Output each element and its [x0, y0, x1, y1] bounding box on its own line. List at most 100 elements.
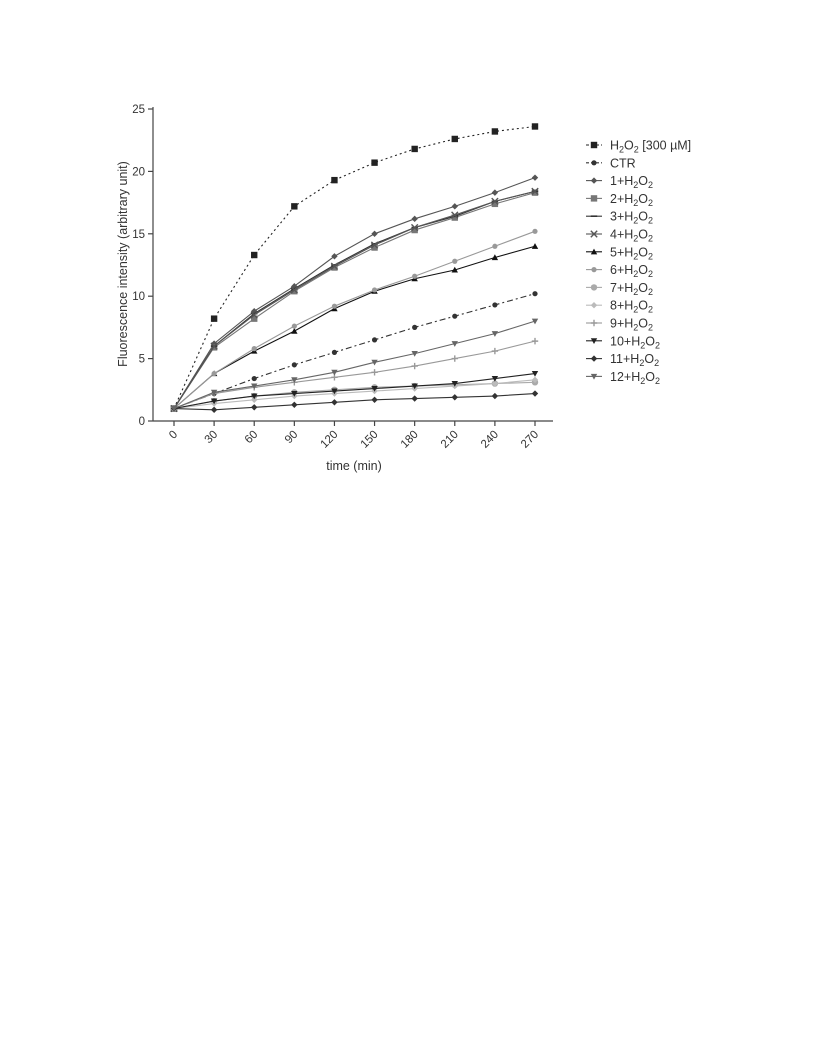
y-tick-label: 5	[139, 354, 145, 366]
data-point	[331, 369, 338, 376]
x-tick-label: 150	[359, 429, 381, 451]
data-point	[451, 341, 458, 347]
data-point	[291, 377, 298, 384]
data-point	[331, 349, 338, 355]
series-2	[170, 174, 539, 412]
data-point	[532, 291, 538, 297]
legend-item: 12+H2O2	[586, 370, 660, 386]
x-tick-label: 90	[283, 429, 301, 447]
series-9	[170, 376, 539, 412]
legend-label: 2+H2O2	[610, 192, 653, 208]
data-point	[371, 230, 378, 237]
data-point	[491, 380, 499, 387]
legend-label: 1+H2O2	[610, 174, 653, 190]
x-tick-label: 0	[167, 429, 180, 442]
data-point	[451, 211, 459, 219]
data-point	[251, 383, 258, 390]
y-tick-label: 15	[132, 229, 145, 241]
x-tick-label: 60	[243, 429, 261, 447]
data-point	[452, 258, 458, 264]
series-line	[173, 320, 536, 410]
data-point	[331, 399, 338, 406]
series-line	[173, 245, 536, 409]
data-point	[291, 390, 298, 397]
legend-label: 5+H2O2	[610, 245, 653, 261]
x-tick-label: 240	[479, 429, 501, 451]
data-point	[531, 376, 539, 384]
data-point	[331, 388, 338, 395]
data-point	[210, 398, 218, 405]
data-point	[210, 340, 218, 347]
legend-item: 9+H2O2	[586, 317, 653, 333]
data-point	[331, 176, 338, 184]
legend-item: 5+H2O2	[586, 245, 653, 261]
series-7	[171, 228, 538, 412]
data-point	[371, 287, 378, 293]
legend-marker	[590, 373, 598, 380]
data-point	[531, 243, 539, 249]
x-axis-label: time (min)	[326, 459, 382, 473]
data-point	[210, 344, 218, 351]
legend-marker	[590, 230, 598, 238]
data-point	[371, 369, 378, 376]
legend-label: 10+H2O2	[610, 334, 660, 350]
series-13	[170, 318, 539, 412]
data-point	[532, 228, 538, 234]
series-line	[173, 192, 536, 409]
legend-item: 10+H2O2	[586, 334, 660, 350]
series-line	[173, 230, 536, 409]
series-12	[170, 390, 539, 413]
data-point	[451, 394, 458, 401]
legend-marker	[591, 267, 597, 273]
data-point	[491, 254, 499, 261]
series-0	[170, 123, 539, 412]
legend-marker	[590, 302, 598, 309]
series-line	[173, 177, 536, 409]
data-point	[411, 226, 418, 234]
x-tick-label: 210	[439, 429, 461, 451]
data-point	[491, 128, 499, 135]
data-point	[290, 286, 299, 294]
legend-item: 2+H2O2	[586, 192, 653, 208]
data-point	[371, 244, 378, 251]
data-point	[451, 203, 458, 210]
plot-area	[170, 123, 539, 413]
y-tick-label: 10	[132, 291, 145, 303]
legend-label: 6+H2O2	[610, 263, 653, 279]
data-point	[531, 371, 539, 377]
legend-item: 4+H2O2	[586, 228, 653, 244]
legend-label: CTR	[610, 156, 636, 170]
series-line	[173, 293, 536, 410]
data-point	[250, 311, 258, 319]
series-1	[171, 291, 538, 412]
legend-item: 1+H2O2	[586, 174, 653, 190]
y-tick-label: 25	[132, 104, 145, 116]
x-tick-label: 270	[519, 429, 541, 451]
data-point	[491, 197, 499, 206]
y-tick-label: 20	[132, 166, 145, 178]
data-point	[411, 395, 418, 402]
legend-marker	[590, 338, 598, 344]
series-line	[173, 190, 536, 409]
axes: 0 5 10 15 20 25 0 30 60 90 120 150 180 210 240 270	[132, 104, 553, 451]
legend-marker	[590, 141, 598, 149]
data-point	[531, 187, 539, 196]
series-line	[173, 373, 536, 410]
data-point	[411, 362, 418, 370]
data-point	[291, 401, 298, 408]
series-6	[170, 243, 539, 412]
data-point	[531, 318, 539, 325]
data-point	[251, 396, 258, 403]
y-tick-label: 0	[139, 416, 145, 428]
data-point	[491, 331, 499, 337]
data-point	[371, 396, 378, 403]
legend-marker	[591, 160, 597, 166]
legend-item: 11+H2O2	[586, 352, 659, 368]
data-point	[451, 381, 458, 387]
data-point	[491, 189, 499, 196]
y-axis-label: Fluorescence intensity (arbitrary unit)	[116, 161, 130, 367]
data-point	[491, 200, 499, 208]
data-point	[371, 359, 378, 366]
data-point	[411, 383, 418, 390]
